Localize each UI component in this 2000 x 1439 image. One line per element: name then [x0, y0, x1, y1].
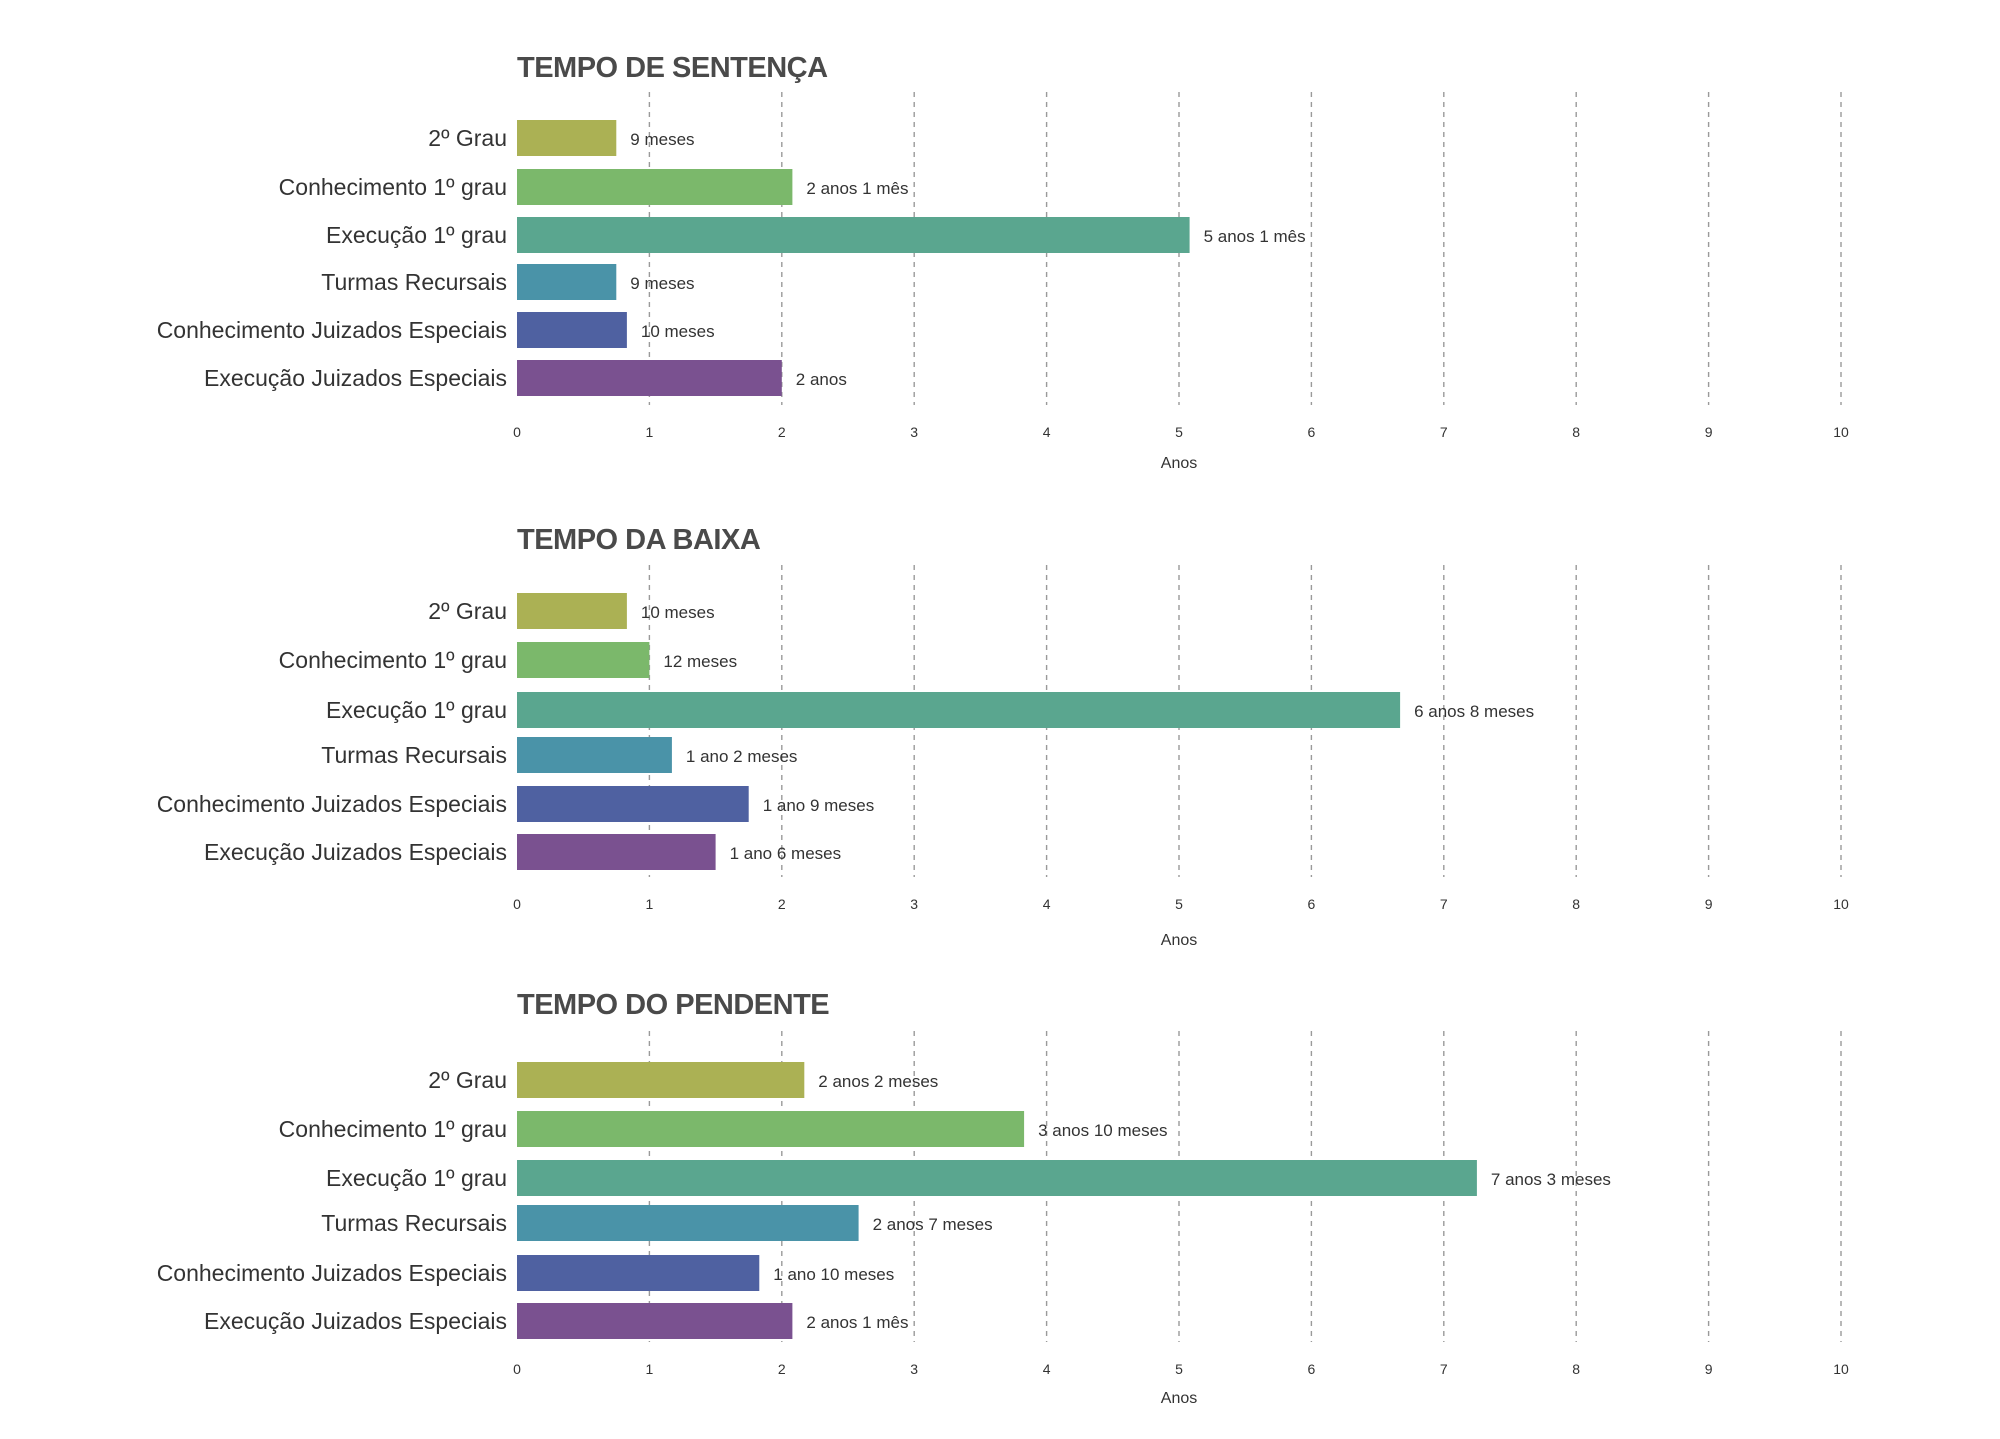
category-label: Conhecimento Juizados Especiais: [157, 791, 507, 817]
category-label: Execução 1º grau: [326, 697, 507, 723]
bar-value-label: 6 anos 8 meses: [1414, 702, 1534, 721]
bar-value-label: 9 meses: [630, 130, 694, 149]
chart-panel: TEMPO DA BAIXA 0 1 2 3 4 5 6 7 8 9 10 Anos 2º Grau 10 …: [157, 524, 1849, 949]
bar: [517, 264, 617, 300]
bar: [517, 786, 749, 822]
x-tick-label: 5: [1175, 1361, 1183, 1377]
category-label: Turmas Recursais: [321, 269, 507, 295]
x-tick-label: 2: [778, 424, 786, 440]
x-tick-label: 10: [1833, 424, 1849, 440]
x-tick-label: 4: [1043, 424, 1051, 440]
x-tick-label: 0: [513, 424, 521, 440]
bar: [517, 1160, 1477, 1196]
bar-value-label: 1 ano 10 meses: [773, 1265, 894, 1284]
bar: [517, 169, 793, 205]
bar: [517, 834, 716, 870]
bar-value-label: 3 anos 10 meses: [1038, 1121, 1167, 1140]
x-tick-label: 3: [910, 1361, 918, 1377]
chart-title: TEMPO DE SENTENÇA: [517, 52, 828, 84]
x-tick-label: 8: [1572, 896, 1580, 912]
bar-value-label: 9 meses: [630, 274, 694, 293]
x-axis-label: Anos: [1161, 932, 1197, 949]
category-label: Execução 1º grau: [326, 222, 507, 248]
x-tick-label: 0: [513, 1361, 521, 1377]
category-label: Conhecimento 1º grau: [279, 647, 507, 673]
category-label: Execução Juizados Especiais: [204, 365, 507, 391]
bar-value-label: 2 anos 1 mês: [806, 1313, 908, 1332]
x-tick-label: 7: [1440, 424, 1448, 440]
x-axis-label: Anos: [1161, 1390, 1197, 1407]
category-label: Conhecimento Juizados Especiais: [157, 317, 507, 343]
bar-value-label: 2 anos 7 meses: [873, 1215, 993, 1234]
x-tick-label: 1: [646, 424, 654, 440]
category-label: Conhecimento 1º grau: [279, 1116, 507, 1142]
x-tick-label: 3: [910, 896, 918, 912]
x-axis-label: Anos: [1161, 455, 1197, 472]
chart-title: TEMPO DO PENDENTE: [517, 989, 829, 1021]
x-tick-label: 5: [1175, 424, 1183, 440]
bar-value-label: 1 ano 9 meses: [763, 796, 875, 815]
chart-title: TEMPO DA BAIXA: [517, 524, 761, 556]
x-tick-label: 1: [646, 896, 654, 912]
bar: [517, 642, 650, 678]
x-tick-label: 7: [1440, 1361, 1448, 1377]
category-label: Conhecimento Juizados Especiais: [157, 1260, 507, 1286]
bar: [517, 737, 672, 773]
bar-value-label: 5 anos 1 mês: [1204, 227, 1306, 246]
bar-value-label: 10 meses: [641, 603, 715, 622]
category-label: 2º Grau: [428, 598, 507, 624]
bar-value-label: 7 anos 3 meses: [1491, 1170, 1611, 1189]
category-label: Execução Juizados Especiais: [204, 839, 507, 865]
category-label: Execução Juizados Especiais: [204, 1308, 507, 1334]
x-tick-label: 6: [1308, 424, 1316, 440]
x-tick-label: 9: [1705, 424, 1713, 440]
bar: [517, 312, 627, 348]
bar: [517, 1303, 793, 1339]
category-label: Conhecimento 1º grau: [279, 174, 507, 200]
x-tick-label: 6: [1308, 1361, 1316, 1377]
category-label: Turmas Recursais: [321, 1210, 507, 1236]
x-tick-label: 9: [1705, 1361, 1713, 1377]
bar: [517, 593, 627, 629]
bar: [517, 1255, 760, 1291]
x-tick-label: 6: [1308, 896, 1316, 912]
x-tick-label: 8: [1572, 424, 1580, 440]
x-tick-label: 9: [1705, 896, 1713, 912]
x-tick-label: 10: [1833, 896, 1849, 912]
x-tick-label: 10: [1833, 1361, 1849, 1377]
bar-value-label: 2 anos: [796, 370, 847, 389]
x-tick-label: 0: [513, 896, 521, 912]
bar: [517, 1111, 1025, 1147]
chart-panel: TEMPO DO PENDENTE 0 1 2 3 4 5 6 7 8 9 10 Anos 2º Grau…: [157, 989, 1849, 1407]
x-tick-label: 2: [778, 1361, 786, 1377]
category-label: Turmas Recursais: [321, 742, 507, 768]
bar: [517, 1205, 859, 1241]
category-label: 2º Grau: [428, 125, 507, 151]
x-tick-label: 8: [1572, 1361, 1580, 1377]
bar: [517, 692, 1401, 728]
x-tick-label: 4: [1043, 1361, 1051, 1377]
category-label: 2º Grau: [428, 1067, 507, 1093]
bar-value-label: 2 anos 1 mês: [806, 179, 908, 198]
bar-value-label: 2 anos 2 meses: [818, 1072, 938, 1091]
x-tick-label: 2: [778, 896, 786, 912]
bar: [517, 217, 1190, 253]
bar-value-label: 10 meses: [641, 322, 715, 341]
bar-value-label: 1 ano 2 meses: [686, 747, 798, 766]
x-tick-label: 5: [1175, 896, 1183, 912]
x-tick-label: 4: [1043, 896, 1051, 912]
x-tick-label: 1: [646, 1361, 654, 1377]
bar: [517, 360, 782, 396]
bar: [517, 120, 617, 156]
bar-value-label: 12 meses: [663, 652, 737, 671]
bar: [517, 1062, 805, 1098]
x-tick-label: 3: [910, 424, 918, 440]
x-tick-label: 7: [1440, 896, 1448, 912]
category-label: Execução 1º grau: [326, 1165, 507, 1191]
chart-panel: TEMPO DE SENTENÇA 0 1 2 3 4 5 6 7 8 9 10 Anos 2º Grau…: [157, 52, 1849, 472]
bar-value-label: 1 ano 6 meses: [730, 844, 842, 863]
